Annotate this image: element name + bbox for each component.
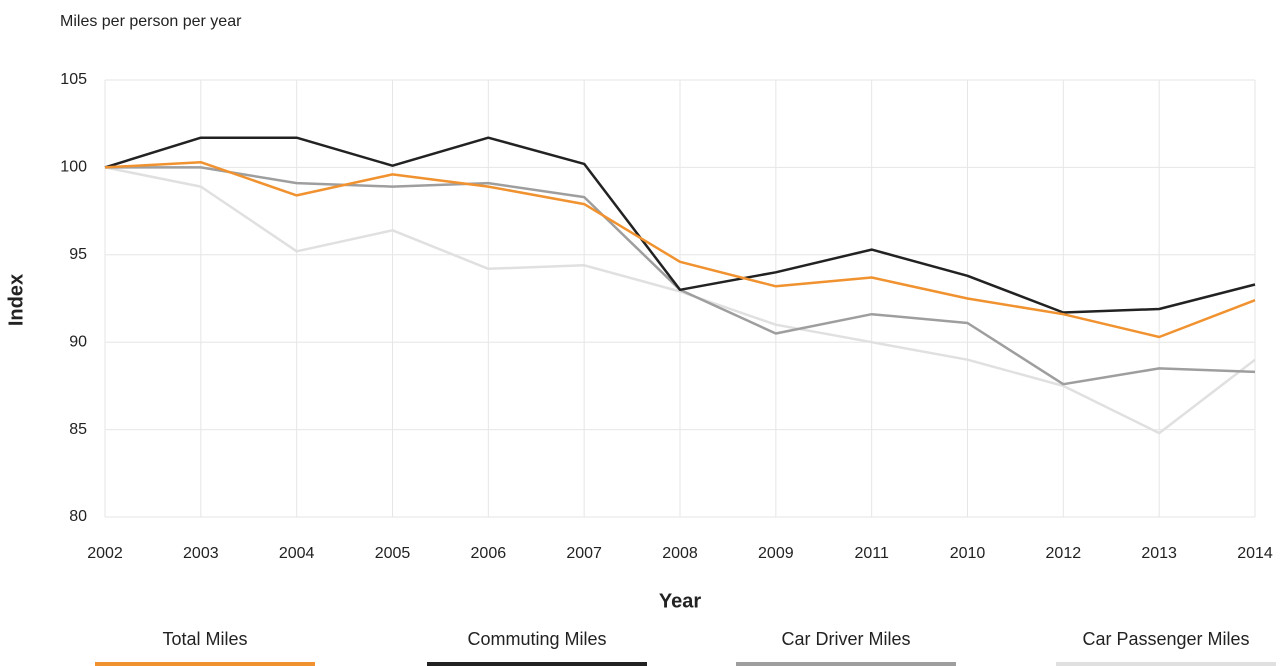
legend-swatch[interactable]	[427, 662, 647, 666]
series-line	[104, 136, 1256, 314]
x-tick-label: 2010	[950, 545, 986, 562]
legend-label[interactable]: Car Driver Miles	[781, 629, 910, 649]
legend-swatch[interactable]	[95, 662, 315, 666]
x-tick-label: 2011	[854, 545, 889, 562]
y-tick-label: 90	[69, 333, 87, 350]
y-axis-title: Index	[5, 274, 27, 326]
x-tick-label: 2009	[758, 545, 794, 562]
y-tick-label: 85	[69, 421, 87, 438]
x-tick-label: 2004	[279, 545, 315, 562]
x-tick-label: 2014	[1237, 545, 1273, 562]
x-tick-label: 2013	[1141, 545, 1177, 562]
x-tick-label: 2008	[662, 545, 698, 562]
x-axis-title: Year	[659, 590, 701, 612]
x-tick-label: 2003	[183, 545, 219, 562]
x-tick-label: 2007	[566, 545, 602, 562]
y-tick-label: 100	[60, 159, 87, 176]
series-line	[104, 160, 1256, 339]
y-tick-label: 105	[60, 71, 87, 88]
x-tick-label: 2006	[471, 545, 507, 562]
legend-label[interactable]: Total Miles	[162, 629, 247, 649]
series-line	[104, 166, 1256, 435]
chart-subtitle: Miles per person per year	[60, 13, 242, 30]
x-tick-label: 2002	[87, 545, 123, 562]
y-tick-label: 95	[69, 246, 87, 263]
legend-swatch[interactable]	[736, 662, 956, 666]
legend-label[interactable]: Commuting Miles	[467, 629, 606, 649]
legend-label[interactable]: Car Passenger Miles	[1082, 629, 1249, 649]
x-tick-label: 2005	[375, 545, 411, 562]
x-tick-label: 2012	[1046, 545, 1082, 562]
y-tick-label: 80	[69, 508, 87, 525]
legend-swatch[interactable]	[1056, 662, 1276, 666]
